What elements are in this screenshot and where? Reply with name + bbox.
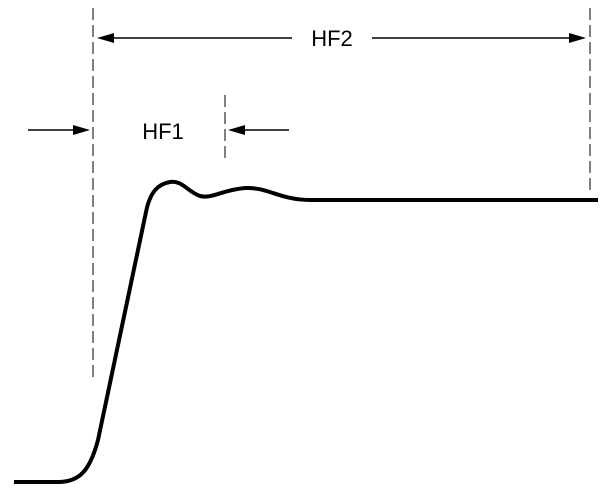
hf2-label: HF2 (311, 26, 353, 51)
waveform (14, 179, 598, 484)
arrow-head (97, 33, 114, 43)
arrow-head (569, 33, 586, 43)
arrow-head (228, 125, 245, 135)
hf1-label: HF1 (142, 119, 184, 144)
arrow-head (73, 125, 90, 135)
